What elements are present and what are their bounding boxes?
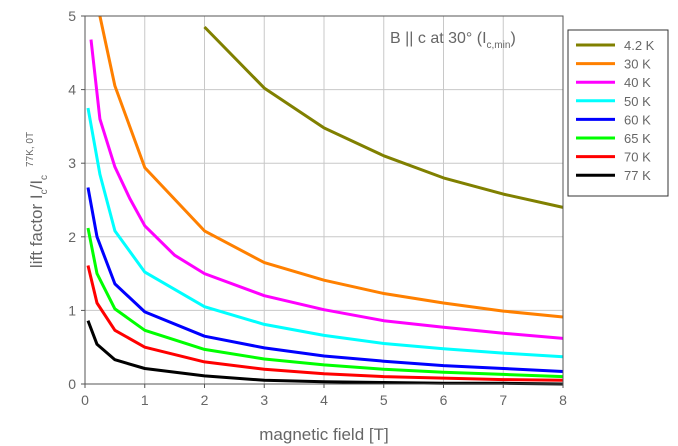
legend-label-30k: 30 K [624, 57, 651, 72]
legend-label-65k: 65 K [624, 131, 651, 146]
x-tick-label: 2 [201, 392, 209, 408]
series-line-65k [86, 227, 564, 379]
annotation: B || c at 30° (Ic,min) [390, 30, 516, 51]
x-tick-label: 0 [81, 392, 89, 408]
legend-label-60k: 60 K [624, 112, 651, 127]
x-axis-title: magnetic field [T] [259, 425, 388, 444]
x-tick-label: 3 [260, 392, 268, 408]
series-line-30k [98, 15, 564, 319]
y-tick-label: 4 [68, 82, 76, 98]
series-line-40k [89, 39, 564, 340]
axis-ticks: 0 1 2 3 4 5 6 7 8 0 1 2 3 4 5 [68, 8, 567, 408]
legend-label-4-2k: 4.2 K [624, 38, 655, 53]
x-tick-label: 8 [559, 392, 567, 408]
y-tick-label: 2 [68, 229, 76, 245]
y-tick-label: 5 [68, 8, 76, 24]
legend-label-77k: 77 K [624, 168, 651, 183]
series-line-50k [86, 107, 564, 359]
series-line-4-2k [203, 25, 564, 209]
x-tick-label: 6 [440, 392, 448, 408]
series-line-70k [86, 265, 564, 382]
x-tick-label: 5 [380, 392, 388, 408]
legend-box [567, 29, 669, 197]
x-tick-label: 4 [320, 392, 328, 408]
series-line-77k [86, 320, 564, 386]
legend: 4.2 K 30 K 40 K 50 K 60 K 65 K 70 K 77 K [567, 29, 669, 197]
x-tick-label: 7 [499, 392, 507, 408]
y-tick-label: 0 [68, 376, 76, 392]
legend-label-40k: 40 K [624, 75, 651, 90]
y-tick-label: 1 [68, 302, 76, 318]
y-tick-label: 3 [68, 155, 76, 171]
legend-label-70k: 70 K [624, 150, 651, 165]
y-axis-title: lift factor Ic/Ic77K, 0T [25, 132, 50, 268]
series-lines [86, 15, 564, 386]
grid-lines [85, 16, 563, 384]
series-line-60k [86, 187, 564, 373]
legend-label-50k: 50 K [624, 94, 651, 109]
x-tick-label: 1 [141, 392, 149, 408]
